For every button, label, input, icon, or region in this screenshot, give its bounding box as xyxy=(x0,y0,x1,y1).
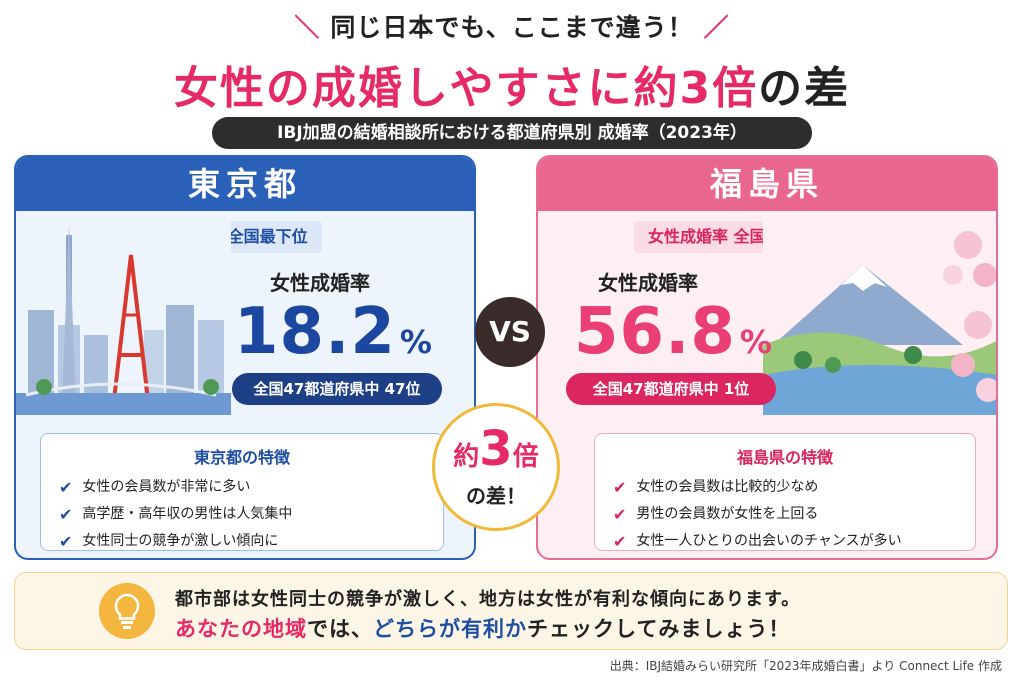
tip-line-1: 都市部は女性同士の競争が激しく、地方は女性が有利な傾向にあります。 xyxy=(175,589,801,610)
headline-part3: の差 xyxy=(758,63,851,114)
slash-left-icon: ＼ xyxy=(294,13,321,42)
headline-part2: 約3倍 xyxy=(633,63,759,114)
check-icon: ✔ xyxy=(59,478,73,497)
list-item: ✔ 高学歴・高年収の男性は人気集中 xyxy=(59,501,425,528)
tip-box: 都市部は女性同士の競争が激しく、地方は女性が有利な傾向にあります。 あなたの地域… xyxy=(14,572,1008,650)
list-item: ✔ 女性の会員数が非常に多い xyxy=(59,474,425,501)
headline: 女性の成婚しやすさに約3倍の差 xyxy=(0,52,1024,116)
slash-right-icon: ／ xyxy=(703,13,730,42)
mount-fuji-icon xyxy=(763,215,996,415)
subtitle: IBJ加盟の結婚相談所における都道府県別 成婚率（2023年） xyxy=(212,117,812,149)
list-item: ✔ 女性一人ひとりの出会いのチャンスが多い xyxy=(613,528,957,555)
vs-badge: VS xyxy=(475,297,545,367)
list-item: ✔ 女性同士の競争が激しい傾向に xyxy=(59,528,425,555)
tokyo-title: 東京都 xyxy=(16,157,474,211)
fukushima-features-title: 福島県の特徴 xyxy=(736,448,833,467)
difference-ratio: 約3倍 xyxy=(453,421,539,477)
list-item: ✔ 女性の会員数は比較的少なめ xyxy=(613,474,957,501)
difference-badge: 約3倍 の差！ xyxy=(432,403,560,531)
check-icon: ✔ xyxy=(613,505,627,524)
fukushima-features-box: 福島県の特徴 ✔ 女性の会員数は比較的少なめ ✔ 男性の会員数が女性を上回る ✔ 女性… xyxy=(594,433,976,551)
tokyo-panel: 東京都 女性成婚率 全国最下位 女性成婚率 18.2% 全国47都道府県中 47… xyxy=(14,155,476,560)
tokyo-skyline-icon xyxy=(16,215,231,415)
tokyo-features-title: 東京都の特徴 xyxy=(193,448,290,467)
fukushima-features-list: ✔ 女性の会員数は比較的少なめ ✔ 男性の会員数が女性を上回る ✔ 女性一人ひとりの出… xyxy=(613,474,957,555)
tip-line-2: あなたの地域では、どちらが有利かチェックしてみましょう！ xyxy=(175,617,791,641)
tokyo-features-list: ✔ 女性の会員数が非常に多い ✔ 高学歴・高年収の男性は人気集中 ✔ 女性同士の競争が… xyxy=(59,474,425,555)
list-item: ✔ 男性の会員数が女性を上回る xyxy=(613,501,957,528)
tokyo-features-box: 東京都の特徴 ✔ 女性の会員数が非常に多い ✔ 高学歴・高年収の男性は人気集中 ✔ 女… xyxy=(40,433,444,551)
headline-part1: 女性の成婚しやすさに xyxy=(173,63,634,114)
fukushima-rate-value: 56.8% xyxy=(574,295,773,369)
tokyo-rank-pill: 全国47都道府県中 47位 xyxy=(232,373,442,405)
check-icon: ✔ xyxy=(613,478,627,497)
difference-caption: の差！ xyxy=(466,484,526,508)
lightbulb-icon xyxy=(99,583,155,639)
source-note: 出典：IBJ結婚みらい研究所「2023年成婚白書」より Connect Life… xyxy=(609,659,1002,673)
tokyo-rate-value: 18.2% xyxy=(234,295,433,369)
check-icon: ✔ xyxy=(59,532,73,551)
check-icon: ✔ xyxy=(59,505,73,524)
check-icon: ✔ xyxy=(613,532,627,551)
fukushima-rank-pill: 全国47都道府県中 1位 xyxy=(566,373,776,405)
tagline: ＼ 同じ日本でも、ここまで違う！／ xyxy=(294,13,730,42)
fukushima-title: 福島県 xyxy=(538,157,996,211)
fukushima-rate-title: 女性成婚率 xyxy=(598,271,698,295)
fukushima-panel: 福島県 女性成婚率 全国トップ 女性成婚率 56.8% 全国47都道府県中 1位… xyxy=(536,155,998,560)
tokyo-rate-title: 女性成婚率 xyxy=(270,271,370,295)
